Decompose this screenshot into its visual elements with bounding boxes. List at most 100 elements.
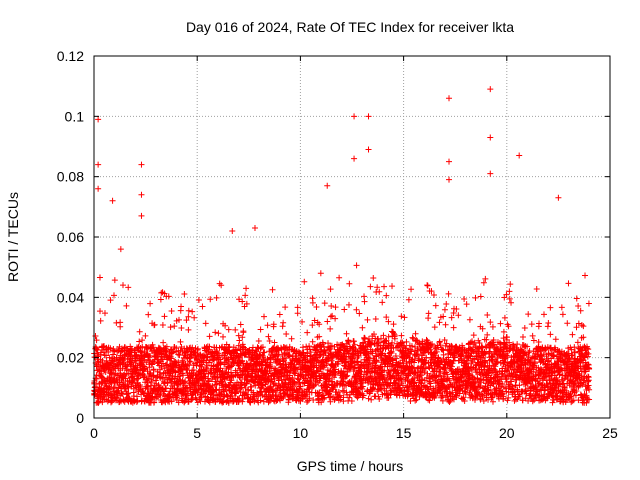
data-point [236, 296, 243, 303]
data-point [120, 282, 127, 289]
data-point [265, 397, 272, 404]
data-point [119, 379, 126, 386]
data-point [111, 277, 118, 284]
data-point [114, 391, 121, 398]
y-tick-label: 0.12 [57, 48, 84, 64]
data-point [259, 352, 266, 359]
data-point [183, 317, 190, 324]
data-point [235, 332, 242, 339]
data-point [309, 338, 316, 345]
data-point [109, 398, 116, 405]
data-point [239, 398, 246, 405]
data-point [243, 391, 250, 398]
data-point [317, 270, 324, 277]
data-point [160, 339, 167, 346]
data-point [206, 399, 213, 406]
data-point [189, 344, 196, 351]
data-point [175, 399, 182, 406]
data-point [98, 370, 105, 377]
data-point [95, 399, 102, 406]
data-point [320, 359, 327, 366]
data-point [311, 317, 318, 324]
data-point [309, 299, 316, 306]
data-point [167, 324, 174, 331]
data-point [151, 322, 158, 329]
data-point [222, 322, 229, 329]
data-point [93, 375, 100, 382]
data-point [264, 322, 271, 329]
data-point [278, 377, 285, 384]
data-point [282, 304, 289, 311]
data-point [257, 397, 264, 404]
data-point [299, 344, 306, 351]
data-point [210, 395, 217, 402]
data-point [168, 379, 175, 386]
data-point [169, 349, 176, 356]
data-point [306, 343, 313, 350]
data-point [265, 333, 272, 340]
data-point [316, 333, 323, 340]
data-point [283, 331, 290, 338]
data-point [92, 332, 99, 339]
data-point [227, 392, 234, 399]
data-point [271, 339, 278, 346]
data-point [158, 289, 165, 296]
data-point [288, 360, 295, 367]
data-point [311, 369, 318, 376]
data-point [309, 322, 316, 329]
data-point [197, 382, 204, 389]
data-point [156, 392, 163, 399]
data-point [206, 333, 213, 340]
data-point [319, 356, 326, 363]
data-point [163, 343, 170, 350]
data-point [220, 333, 227, 340]
data-point [236, 337, 243, 344]
data-point [172, 362, 179, 369]
y-tick-label: 0.08 [57, 169, 84, 185]
data-point [97, 308, 104, 315]
data-point [97, 317, 104, 324]
data-point [146, 364, 153, 371]
data-point [181, 388, 188, 395]
data-point [214, 349, 221, 356]
data-point [124, 367, 131, 374]
data-point [228, 363, 235, 370]
data-point [145, 354, 152, 361]
data-point [219, 397, 226, 404]
data-point [225, 360, 232, 367]
data-point [286, 352, 293, 359]
x-tick-label: 15 [396, 425, 412, 441]
data-point [149, 394, 156, 401]
data-point [150, 367, 157, 374]
data-point [276, 311, 283, 318]
data-point [313, 304, 320, 311]
data-point [180, 379, 187, 386]
data-point [316, 321, 323, 328]
data-point [250, 389, 257, 396]
data-point [221, 370, 228, 377]
data-point [225, 399, 232, 406]
data-point [301, 278, 308, 285]
data-point [319, 339, 326, 346]
data-point [259, 344, 266, 351]
x-tick-label: 10 [293, 425, 309, 441]
data-point [205, 378, 212, 385]
data-point [157, 296, 164, 303]
data-point [306, 378, 313, 385]
data-point [217, 360, 224, 367]
x-tick-label: 20 [499, 425, 515, 441]
data-point [195, 296, 202, 303]
data-point [110, 375, 117, 382]
data-point [197, 391, 204, 398]
data-point [284, 368, 291, 375]
data-point [130, 389, 137, 396]
data-point [177, 338, 184, 345]
data-point [237, 321, 244, 328]
data-point [110, 351, 117, 358]
data-point [214, 373, 221, 380]
data-point [168, 308, 175, 315]
data-point [96, 274, 103, 281]
data-point [111, 358, 118, 365]
y-tick-label: 0.1 [65, 108, 85, 124]
data-point [157, 366, 164, 373]
